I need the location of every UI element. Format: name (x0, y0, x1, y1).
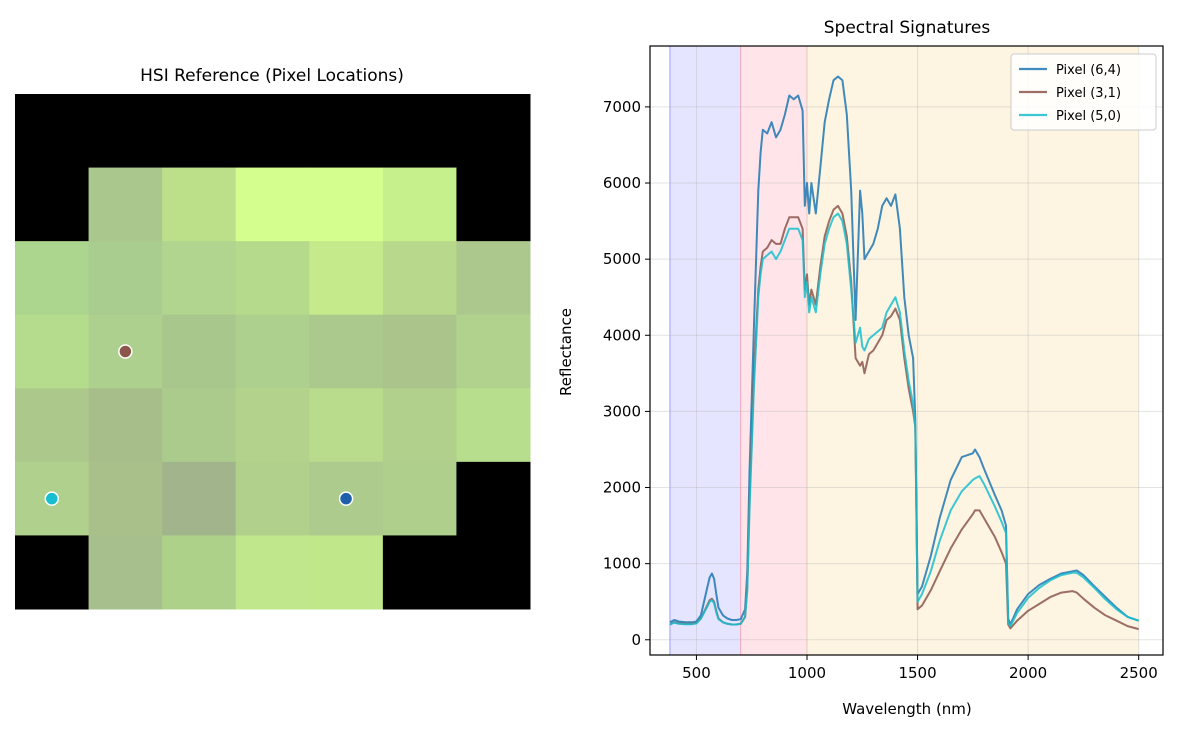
heatmap-cell (456, 241, 531, 316)
y-tick-label: 6000 (603, 174, 641, 192)
y-tick-label: 3000 (603, 402, 641, 420)
heatmap-cell (235, 388, 310, 463)
heatmap-cell (309, 535, 384, 610)
heatmap-cell (235, 167, 310, 242)
heatmap-cell (88, 535, 163, 610)
heatmap-cell (382, 388, 457, 463)
y-tick-label: 5000 (603, 250, 641, 268)
heatmap-cell (162, 314, 237, 389)
legend-box (1010, 53, 1157, 131)
spectral-band (740, 46, 807, 655)
x-tick-label: 500 (682, 664, 711, 682)
legend: Pixel (6,4) Pixel (3,1) Pixel (5,0) (1010, 53, 1157, 131)
heatmap-cell (88, 461, 163, 536)
legend-label: Pixel (3,1) (1056, 86, 1121, 101)
heatmap-cell (382, 535, 457, 610)
heatmap-cell (456, 388, 531, 463)
heatmap-cell (456, 167, 531, 242)
heatmap-cell (15, 167, 90, 242)
y-tick-label: 7000 (603, 98, 641, 116)
y-axis-label: Reflectance (557, 308, 575, 396)
y-axis-ticks: 0 1000 2000 3000 4000 5000 6000 7000 (603, 98, 650, 649)
heatmap-cell (309, 94, 384, 169)
heatmap-cell (456, 94, 531, 169)
heatmap-cell (235, 535, 310, 610)
spectral-band (669, 46, 741, 655)
heatmap-cell (88, 167, 163, 242)
heatmap-cell (456, 314, 531, 389)
series-line (669, 212, 1140, 628)
grid-lines (650, 46, 1163, 655)
heatmap-cell (162, 167, 237, 242)
heatmap-cell (162, 241, 237, 316)
line-chart-title: Spectral Signatures (824, 18, 991, 38)
heatmap-cell (382, 241, 457, 316)
legend-label: Pixel (5,0) (1056, 109, 1121, 124)
heatmap-cell (15, 314, 90, 389)
heatmap-cell (235, 461, 310, 536)
x-tick-label: 2000 (1009, 664, 1047, 682)
heatmap-cell (456, 535, 531, 610)
x-tick-label: 1000 (788, 664, 826, 682)
heatmap-cell (162, 535, 237, 610)
x-axis-ticks: 500 1000 1500 2000 2500 (682, 655, 1158, 682)
heatmap-cell (235, 241, 310, 316)
x-axis-label: Wavelength (nm) (842, 700, 972, 718)
heatmap-cell (15, 535, 90, 610)
heatmap-cell (162, 461, 237, 536)
heatmap-title: HSI Reference (Pixel Locations) (140, 66, 404, 86)
plot-frame (649, 45, 1164, 656)
heatmap-cell (382, 167, 457, 242)
y-tick-label: 1000 (603, 555, 641, 573)
y-tick-label: 2000 (603, 479, 641, 497)
x-tick-label: 2500 (1120, 664, 1158, 682)
series-line (669, 75, 1140, 626)
pixel-marker (338, 491, 354, 506)
legend-label: Pixel (6,4) (1056, 63, 1121, 78)
y-tick-label: 0 (631, 631, 641, 649)
x-tick-label: 1500 (898, 664, 936, 682)
heatmap-cell (309, 241, 384, 316)
heatmap-cell (382, 94, 457, 169)
heatmap-cell (235, 314, 310, 389)
pixel-markers (44, 344, 354, 506)
heatmap-cell (235, 94, 310, 169)
y-tick-label: 4000 (603, 326, 641, 344)
heatmap-grid (15, 94, 531, 610)
heatmap-cell (382, 314, 457, 389)
heatmap-cell (382, 461, 457, 536)
heatmap-cell (88, 94, 163, 169)
heatmap-cell (15, 94, 90, 169)
spectral-bands (669, 46, 1139, 655)
heatmap-cell (88, 388, 163, 463)
pixel-marker (118, 344, 133, 359)
heatmap-cell (162, 388, 237, 463)
heatmap-cell (309, 388, 384, 463)
heatmap-cell (15, 241, 90, 316)
heatmap-cell (162, 94, 237, 169)
heatmap-cell (88, 241, 163, 316)
series-lines (669, 75, 1140, 631)
heatmap-cell (15, 388, 90, 463)
heatmap-cell (309, 314, 384, 389)
heatmap-cell (309, 167, 384, 242)
heatmap-cell (456, 461, 531, 536)
pixel-marker (44, 491, 60, 506)
spectral-band (806, 46, 1139, 655)
